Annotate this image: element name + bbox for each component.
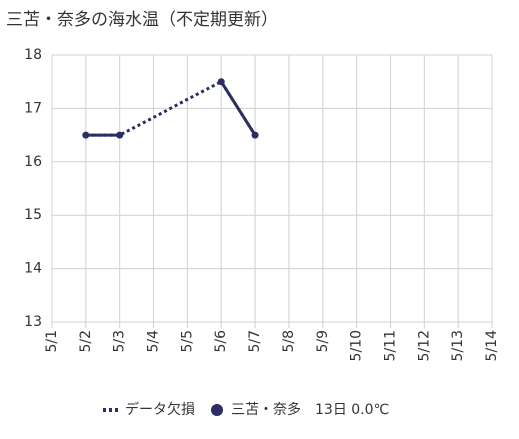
x-tick-label: 5/10 xyxy=(349,330,365,361)
x-tick-label: 5/8 xyxy=(281,330,297,353)
point xyxy=(82,131,90,139)
dashed-line xyxy=(85,79,257,137)
series-line xyxy=(85,80,257,137)
point xyxy=(217,78,225,86)
point xyxy=(116,131,124,139)
y-tick-label: 15 xyxy=(24,207,42,223)
legend-label: データ欠損 xyxy=(125,401,195,418)
x-tick-label: 5/12 xyxy=(416,330,432,361)
x-tick-label: 5/7 xyxy=(247,330,263,353)
x-tick-label: 5/9 xyxy=(315,330,331,353)
x-tick-label: 5/11 xyxy=(382,330,398,361)
x-tick-label: 5/3 xyxy=(112,330,128,353)
x-tick-label: 5/2 xyxy=(78,330,94,353)
y-tick-label: 16 xyxy=(24,154,42,170)
x-tick-label: 5/6 xyxy=(213,330,229,353)
x-tick-label: 5/14 xyxy=(484,330,500,362)
point xyxy=(251,131,259,139)
y-tick-label: 14 xyxy=(24,261,42,277)
x-tick-label: 5/5 xyxy=(179,330,195,353)
x-tick-label: 5/4 xyxy=(146,330,162,353)
y-tick-label: 17 xyxy=(24,100,42,116)
chart-title: 三苫・奈多の海水温（不定期更新） xyxy=(6,10,278,30)
y-tick-label: 18 xyxy=(24,47,42,63)
legend-note: 13日 0.0℃ xyxy=(315,402,389,418)
legend-label: 三苫・奈多 xyxy=(231,401,301,418)
x-tick-label: 5/13 xyxy=(450,330,466,361)
y-tick-label: 13 xyxy=(24,314,42,330)
legend-swatch xyxy=(211,404,223,416)
x-tick-label: 5/1 xyxy=(44,330,60,353)
